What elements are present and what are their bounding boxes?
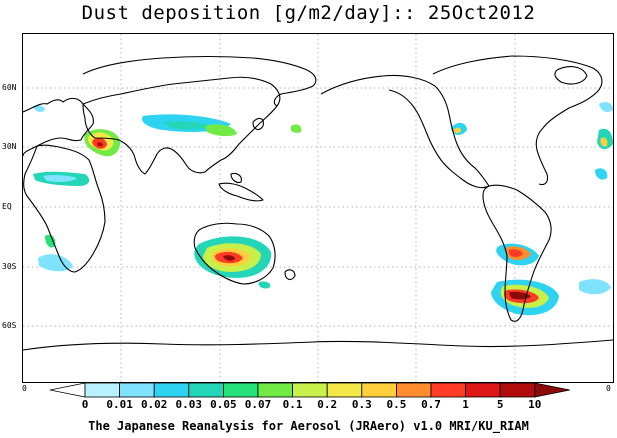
colorbar-swatch: [153, 382, 190, 398]
colorbar-arrow-high: [534, 382, 570, 398]
colorbar-swatch: [257, 382, 293, 398]
colorbar-label: 0.2: [317, 398, 338, 411]
colorbar-swatch: [222, 382, 259, 398]
colorbar-swatch: [119, 382, 155, 398]
dust-shading: [33, 102, 613, 316]
colorbar-swatch: [465, 382, 501, 398]
colorbar-label: 0.02: [140, 398, 168, 411]
colorbar-swatch: [395, 382, 432, 398]
colorbar-swatch: [361, 382, 397, 398]
colorbar: [50, 381, 610, 401]
colorbar-swatch: [188, 382, 224, 398]
colorbar-label: 5: [496, 398, 504, 411]
grid-lines: [23, 34, 613, 382]
map-title: Dust deposition [g/m2/day]:: 25Oct2012: [81, 2, 536, 24]
colorbar-swatch: [326, 382, 363, 398]
colorbar-label: 1: [462, 398, 469, 411]
colorbar-swatch: [430, 382, 466, 398]
colorbar-label: 10: [528, 398, 542, 411]
lat-label-60n: 60N: [2, 83, 17, 92]
colorbar-label: 0: [81, 398, 89, 411]
world-map: [23, 34, 613, 382]
colorbar-label: 0.5: [386, 398, 407, 411]
colorbar-label: 0.7: [421, 398, 441, 411]
colorbar-arrow-low: [50, 382, 86, 398]
lat-label-60s: 60S: [2, 321, 17, 330]
colorbar-label: 0.3: [351, 398, 372, 411]
left-edge-label: 0: [22, 384, 27, 393]
colorbar-swatches: [50, 382, 570, 398]
colorbar-label: 0.1: [282, 398, 303, 411]
lat-label-eq: EQ: [2, 202, 12, 211]
colorbar-label: 0.03: [175, 398, 203, 411]
colorbar-swatch: [292, 382, 328, 398]
colorbar-swatch: [499, 382, 536, 398]
colorbar-swatch: [84, 382, 120, 398]
coastlines: [23, 55, 613, 351]
colorbar-label: 0.05: [210, 398, 237, 411]
map-frame: [22, 33, 614, 383]
right-edge-label: 0: [606, 384, 611, 393]
colorbar-label: 0.01: [106, 398, 133, 411]
colorbar-label: 0.07: [244, 398, 272, 411]
lat-label-30n: 30N: [2, 142, 17, 151]
footer-credit: The Japanese Reanalysis for Aerosol (JRA…: [88, 419, 529, 433]
lat-label-30s: 30S: [2, 262, 17, 271]
